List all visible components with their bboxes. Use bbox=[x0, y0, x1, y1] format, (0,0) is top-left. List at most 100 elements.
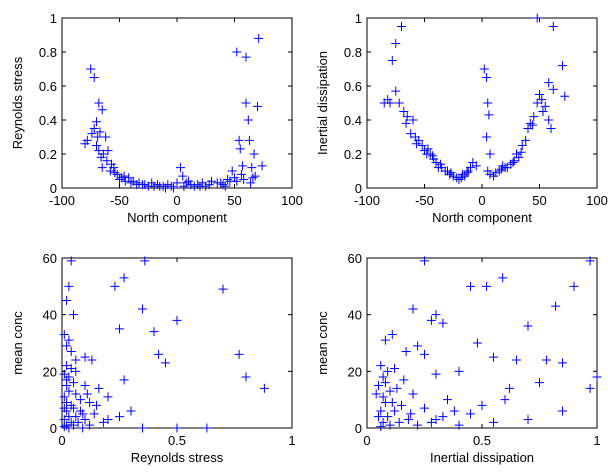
data-point bbox=[438, 412, 448, 422]
data-point bbox=[161, 358, 170, 368]
data-point bbox=[232, 176, 242, 186]
data-point bbox=[69, 378, 78, 388]
data-point bbox=[178, 171, 188, 181]
data-point bbox=[413, 420, 423, 430]
data-point bbox=[158, 181, 168, 191]
data-point bbox=[423, 144, 433, 154]
axes-frame bbox=[366, 17, 598, 189]
data-point bbox=[391, 86, 401, 96]
data-point bbox=[548, 84, 558, 94]
x-tick-label: 0.5 bbox=[473, 433, 491, 448]
y-tick-label: 0.8 bbox=[344, 45, 362, 60]
y-tick-label: 0.4 bbox=[39, 113, 57, 128]
data-point bbox=[431, 415, 441, 424]
data-point bbox=[376, 422, 386, 432]
data-point bbox=[232, 47, 242, 57]
y-tick-label: 0.2 bbox=[344, 147, 362, 162]
data-point bbox=[438, 318, 448, 328]
data-point bbox=[103, 146, 113, 156]
data-point bbox=[98, 149, 108, 159]
data-point bbox=[431, 369, 441, 379]
data-point bbox=[71, 355, 81, 365]
data-point bbox=[482, 132, 492, 142]
data-point bbox=[387, 56, 397, 65]
y-tick-label: 0 bbox=[355, 181, 362, 196]
data-point bbox=[512, 355, 521, 365]
data-point bbox=[78, 423, 88, 433]
data-point bbox=[466, 409, 475, 419]
data-point bbox=[175, 163, 185, 173]
data-point bbox=[585, 256, 595, 266]
y-tick-label: 40 bbox=[348, 308, 362, 323]
data-point bbox=[406, 129, 416, 139]
data-point bbox=[378, 392, 388, 402]
x-axis-label: North component bbox=[127, 210, 227, 225]
data-point bbox=[489, 352, 498, 362]
data-point bbox=[558, 61, 567, 71]
data-point bbox=[401, 118, 411, 128]
data-point bbox=[195, 181, 205, 191]
data-point bbox=[489, 417, 498, 427]
data-point bbox=[401, 347, 411, 356]
data-point bbox=[119, 375, 129, 385]
data-point bbox=[505, 383, 515, 393]
y-tick-label: 20 bbox=[348, 364, 362, 379]
data-point bbox=[64, 281, 74, 291]
subplot-2: -100 -50 0 50 100 0 0.2 0.4 0.6 0.8 1 North compone… bbox=[315, 11, 608, 225]
x-tick-label: 0 bbox=[173, 193, 180, 208]
data-point bbox=[558, 406, 567, 416]
data-point bbox=[140, 180, 150, 190]
data-point bbox=[514, 152, 524, 162]
data-point bbox=[399, 107, 409, 116]
data-point bbox=[172, 178, 182, 188]
y-tick-label: 0.6 bbox=[39, 79, 57, 94]
y-tick-label: 0.8 bbox=[39, 45, 57, 60]
data-point bbox=[62, 375, 72, 385]
data-point bbox=[541, 355, 551, 365]
subplot-4: 0 0.5 1 0 20 40 60 Inertial dissipation mean con… bbox=[315, 251, 602, 465]
data-point bbox=[509, 156, 519, 166]
data-point bbox=[62, 341, 72, 351]
data-point bbox=[431, 158, 441, 167]
data-point bbox=[64, 423, 74, 433]
data-point bbox=[472, 338, 482, 348]
data-point bbox=[532, 13, 542, 23]
data-point bbox=[92, 117, 101, 127]
x-tick-label: 0 bbox=[478, 193, 485, 208]
data-point bbox=[551, 301, 561, 311]
data-point bbox=[101, 132, 111, 142]
data-point bbox=[466, 281, 475, 291]
data-point bbox=[525, 118, 535, 128]
data-point bbox=[446, 168, 456, 178]
data-point bbox=[97, 105, 107, 115]
data-point bbox=[234, 135, 244, 145]
data-point bbox=[193, 180, 203, 190]
x-tick-label: 50 bbox=[532, 193, 546, 208]
data-point bbox=[115, 412, 124, 422]
data-point bbox=[86, 64, 96, 74]
data-point bbox=[413, 341, 423, 351]
data-point bbox=[87, 129, 97, 139]
data-point bbox=[569, 281, 579, 291]
data-point bbox=[169, 183, 179, 193]
data-point bbox=[138, 423, 147, 433]
data-point bbox=[426, 315, 436, 325]
data-point bbox=[204, 180, 214, 190]
data-point bbox=[544, 115, 554, 125]
data-point bbox=[94, 146, 104, 156]
data-point bbox=[124, 173, 134, 183]
data-point bbox=[523, 321, 533, 331]
data-point bbox=[411, 139, 421, 149]
data-point bbox=[152, 180, 162, 190]
data-point bbox=[94, 383, 104, 393]
data-point bbox=[172, 423, 182, 433]
data-point bbox=[390, 364, 400, 373]
data-point bbox=[558, 358, 567, 368]
data-point bbox=[80, 415, 90, 424]
data-point bbox=[392, 383, 402, 393]
data-point bbox=[241, 52, 251, 62]
data-point bbox=[97, 163, 107, 173]
y-tick-label: 0 bbox=[355, 421, 362, 436]
data-point bbox=[517, 141, 527, 150]
data-point bbox=[406, 409, 416, 419]
